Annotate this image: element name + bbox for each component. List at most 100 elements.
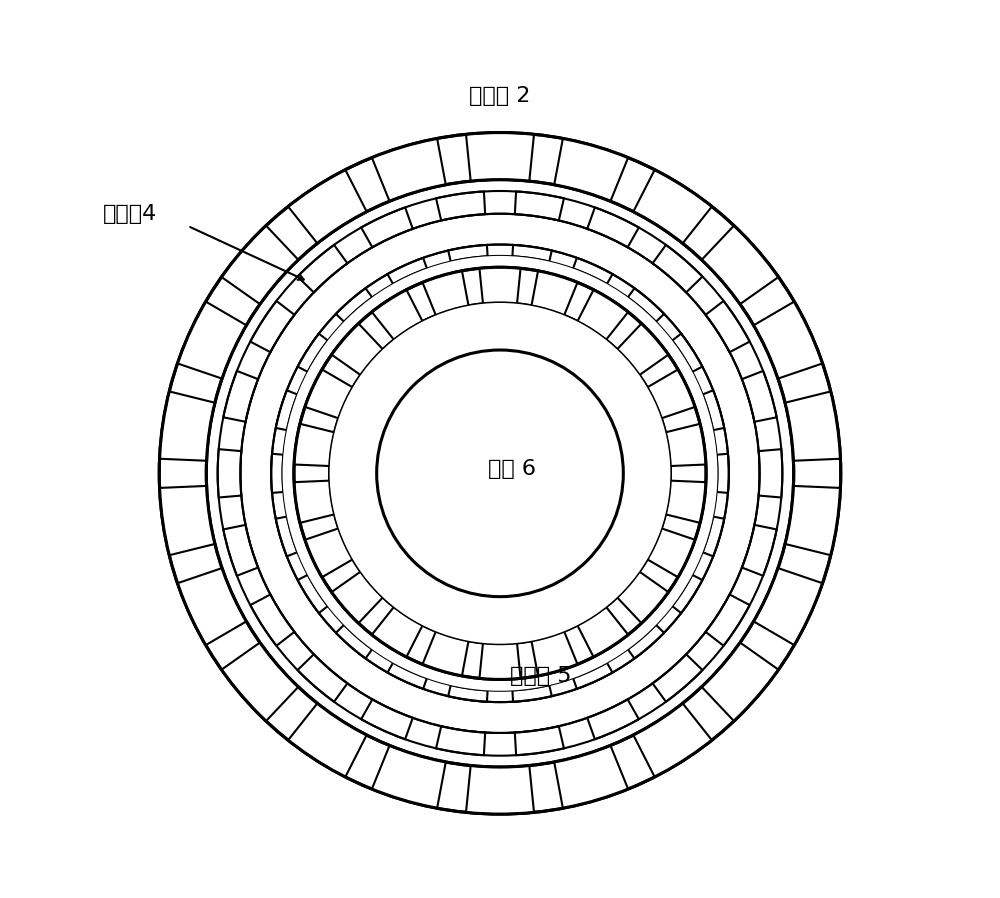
Wedge shape: [785, 392, 840, 461]
Wedge shape: [742, 371, 777, 422]
Wedge shape: [223, 371, 258, 422]
Wedge shape: [223, 525, 258, 576]
Wedge shape: [271, 453, 283, 493]
Wedge shape: [554, 138, 628, 201]
Wedge shape: [531, 271, 577, 315]
Wedge shape: [448, 685, 488, 701]
Wedge shape: [512, 245, 552, 261]
Circle shape: [377, 350, 623, 596]
Wedge shape: [387, 663, 427, 689]
Wedge shape: [276, 516, 297, 557]
Wedge shape: [221, 643, 298, 721]
Circle shape: [283, 256, 717, 691]
Wedge shape: [466, 133, 534, 181]
Wedge shape: [717, 453, 729, 493]
Wedge shape: [754, 302, 823, 379]
Wedge shape: [515, 191, 564, 221]
Wedge shape: [703, 391, 724, 430]
Wedge shape: [587, 207, 639, 247]
Wedge shape: [633, 170, 712, 243]
Circle shape: [330, 303, 670, 644]
Wedge shape: [573, 258, 613, 284]
Wedge shape: [332, 571, 383, 623]
Text: 外转子 2: 外转子 2: [469, 86, 531, 106]
Wedge shape: [294, 480, 335, 523]
Wedge shape: [276, 391, 297, 430]
Wedge shape: [628, 625, 664, 658]
Wedge shape: [706, 301, 750, 352]
Wedge shape: [436, 726, 485, 755]
Wedge shape: [294, 424, 335, 466]
Wedge shape: [423, 631, 469, 676]
Wedge shape: [372, 745, 446, 808]
Wedge shape: [305, 369, 353, 418]
Wedge shape: [372, 138, 446, 201]
Wedge shape: [250, 594, 294, 646]
Wedge shape: [298, 575, 328, 613]
Text: 内定字4: 内定字4: [102, 204, 157, 224]
Circle shape: [240, 214, 760, 733]
Wedge shape: [160, 392, 215, 461]
Wedge shape: [672, 575, 702, 613]
Wedge shape: [177, 568, 246, 645]
Wedge shape: [742, 525, 777, 576]
Wedge shape: [665, 424, 706, 466]
Wedge shape: [160, 486, 215, 555]
Wedge shape: [250, 301, 294, 352]
Wedge shape: [298, 655, 347, 701]
Wedge shape: [436, 191, 485, 221]
Wedge shape: [628, 288, 664, 321]
Wedge shape: [515, 726, 564, 755]
Text: 内转子 5: 内转子 5: [510, 666, 571, 686]
Circle shape: [330, 303, 670, 644]
Wedge shape: [512, 685, 552, 701]
Wedge shape: [785, 486, 840, 555]
Wedge shape: [298, 245, 347, 293]
Wedge shape: [479, 268, 521, 304]
Text: 转轴 6: 转轴 6: [488, 459, 536, 480]
Wedge shape: [754, 568, 823, 645]
Wedge shape: [617, 323, 668, 375]
Wedge shape: [372, 607, 423, 657]
Wedge shape: [702, 225, 779, 304]
Wedge shape: [336, 625, 372, 658]
Wedge shape: [633, 703, 712, 777]
Wedge shape: [387, 258, 427, 284]
Wedge shape: [577, 290, 628, 340]
Wedge shape: [759, 449, 782, 497]
Wedge shape: [703, 516, 724, 557]
Wedge shape: [665, 480, 706, 523]
Wedge shape: [361, 700, 413, 739]
Wedge shape: [706, 594, 750, 646]
Wedge shape: [647, 528, 695, 577]
Wedge shape: [221, 225, 298, 304]
Wedge shape: [702, 643, 779, 721]
Wedge shape: [372, 290, 423, 340]
Wedge shape: [361, 207, 413, 247]
Wedge shape: [336, 288, 372, 321]
Wedge shape: [177, 302, 246, 379]
Wedge shape: [305, 528, 353, 577]
Wedge shape: [587, 700, 639, 739]
Wedge shape: [288, 170, 367, 243]
Circle shape: [206, 180, 794, 767]
Wedge shape: [617, 571, 668, 623]
Wedge shape: [653, 655, 702, 701]
Wedge shape: [653, 245, 702, 293]
Wedge shape: [577, 607, 628, 657]
Wedge shape: [332, 323, 383, 375]
Wedge shape: [479, 643, 521, 680]
Wedge shape: [448, 245, 488, 261]
Circle shape: [271, 244, 729, 702]
Wedge shape: [218, 449, 241, 497]
Circle shape: [159, 133, 841, 814]
Wedge shape: [672, 334, 702, 372]
Wedge shape: [298, 334, 328, 372]
Wedge shape: [573, 663, 613, 689]
Wedge shape: [531, 631, 577, 676]
Wedge shape: [288, 703, 367, 777]
Wedge shape: [423, 271, 469, 315]
Wedge shape: [647, 369, 695, 418]
Wedge shape: [466, 766, 534, 814]
Circle shape: [294, 268, 706, 680]
